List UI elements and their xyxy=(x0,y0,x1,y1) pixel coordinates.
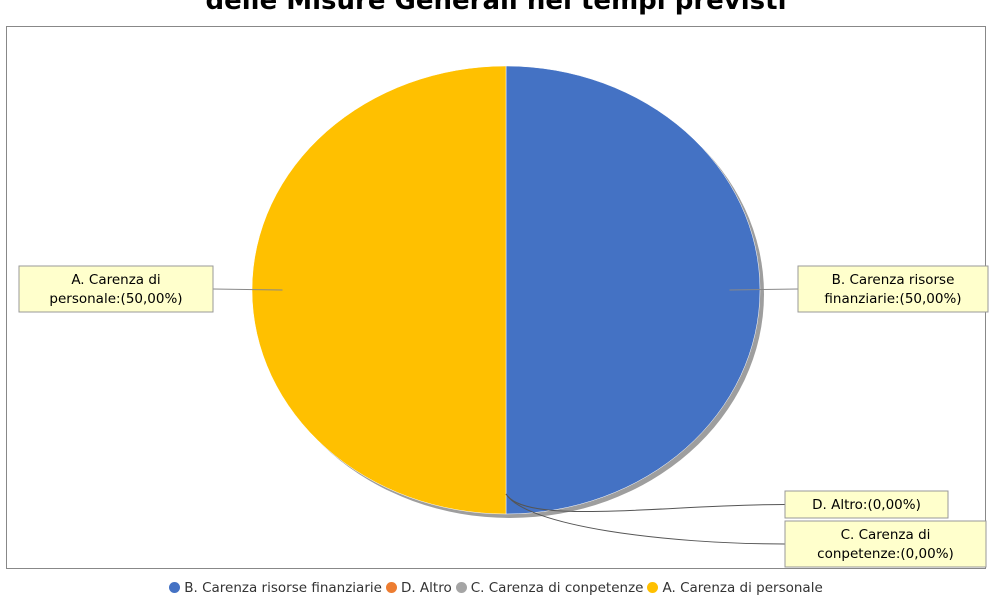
pie-slice-b-carenza-risorse-finanziarie[interactable] xyxy=(505,65,761,515)
slice-label-box-d-altro xyxy=(784,490,949,519)
legend-item-d-altro[interactable]: D. Altro xyxy=(385,580,452,596)
legend-label: C. Carenza di conpetenze xyxy=(470,580,644,596)
chart-title: delle Misure Generali nei tempi previsti xyxy=(205,0,787,16)
legend-swatch xyxy=(455,582,467,593)
slice-label-text: D. Altro:(0,00%) xyxy=(812,497,921,513)
slice-label-text: personale:(50,00%) xyxy=(49,291,182,307)
legend-item-a-carenza-di-personale[interactable]: A. Carenza di personale xyxy=(647,580,823,596)
slice-label-text: finanziarie:(50,00%) xyxy=(824,291,961,307)
slice-label-text: conpetenze:(0,00%) xyxy=(817,546,954,562)
leader-line-c-carenza-di-conpetenze xyxy=(505,493,786,545)
legend-item-c-carenza-di-conpetenze[interactable]: C. Carenza di conpetenze xyxy=(455,580,644,596)
legend-label: A. Carenza di personale xyxy=(662,580,823,596)
slice-label-text: A. Carenza di xyxy=(71,272,160,288)
legend-item-b-carenza-risorse-finanziarie[interactable]: B. Carenza risorse finanziarie xyxy=(169,580,382,596)
legend-label: D. Altro xyxy=(400,580,452,596)
legend-swatch xyxy=(385,582,397,593)
leader-line-d-altro xyxy=(505,493,786,513)
slice-label-text: B. Carenza risorse xyxy=(832,272,955,288)
pie-slice-a-carenza-di-personale[interactable] xyxy=(251,65,507,515)
legend-swatch xyxy=(647,582,659,593)
leader-line-a-carenza-di-personale xyxy=(212,288,283,291)
legend-swatch xyxy=(169,582,181,593)
slice-label-box-a-carenza-di-personale xyxy=(18,265,214,313)
legend: B. Carenza risorse finanziarie D. Altro C.… xyxy=(0,580,992,596)
slice-label-box-b-carenza-risorse-finanziarie xyxy=(797,265,989,313)
leader-line-b-carenza-risorse-finanziarie xyxy=(729,288,799,291)
slice-label-text: C. Carenza di xyxy=(841,527,931,543)
legend-label: B. Carenza risorse finanziarie xyxy=(184,580,382,596)
slice-label-box-c-carenza-di-conpetenze xyxy=(784,520,987,568)
